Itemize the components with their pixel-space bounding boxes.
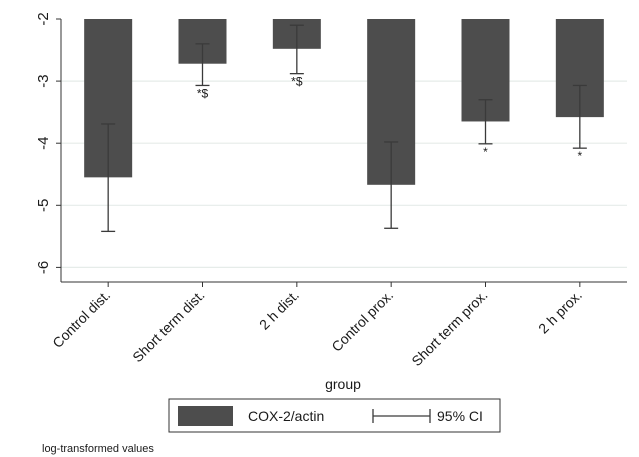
y-ticks: -2 -3 -4 -5 -6 [35,12,61,274]
x-ticks: Control dist. Short term dist. 2 h dist. Co… [49,282,585,369]
legend-ci-label: 95% CI [437,408,483,424]
error-bar [289,24,304,75]
x-axis-title: group [325,376,361,392]
significance-marker: *$ [291,75,303,89]
y-tick-label: -2 [35,12,52,25]
error-bar [101,123,116,233]
x-tick-label: Short term dist. [129,287,207,365]
axes [60,19,627,283]
error-bar [572,84,587,149]
x-tick-label: 2 h prox. [535,287,585,337]
error-bars [101,24,587,233]
legend-bar-label: COX-2/actin [248,408,324,424]
x-tick-label: Control dist. [49,287,113,351]
error-bar [478,99,493,145]
significance-marker: *$ [197,86,209,100]
significance-markers: *$ *$ * * [197,75,583,164]
bars [84,19,604,185]
legend-bar-swatch [178,406,233,426]
error-bar [195,43,210,87]
error-bar [384,141,399,229]
gridlines [61,80,627,268]
x-tick-label: Short term prox. [408,287,490,369]
footnote: log-transformed values [42,443,154,455]
significance-marker: * [577,149,582,163]
y-tick-label: -3 [35,74,52,87]
significance-marker: * [483,145,488,159]
y-tick-label: -5 [35,199,52,212]
y-tick-label: -6 [35,261,52,274]
legend-ci-glyph [372,409,431,423]
x-tick-label: Control prox. [328,287,396,355]
x-tick-label: 2 h dist. [256,287,302,333]
legend: COX-2/actin 95% CI [168,398,501,433]
y-tick-label: -4 [35,137,52,150]
